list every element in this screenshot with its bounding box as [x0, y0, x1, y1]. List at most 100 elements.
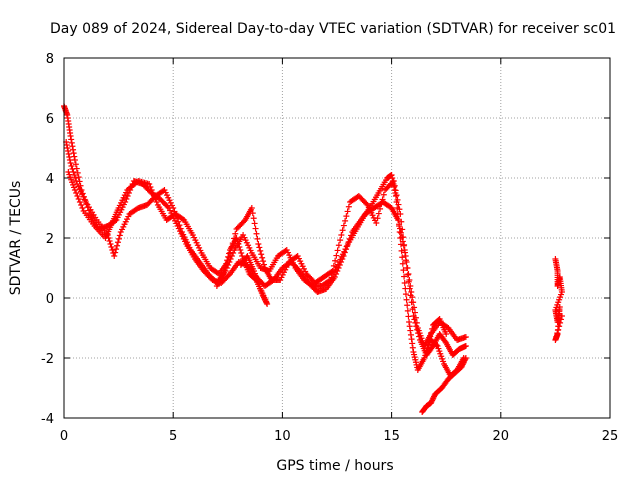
- data-point: [554, 330, 561, 337]
- data-point: [330, 262, 337, 269]
- data-point: [375, 210, 382, 217]
- data-point: [73, 178, 80, 184]
- data-point: [398, 218, 405, 225]
- data-point: [403, 296, 410, 303]
- data-point: [399, 226, 406, 233]
- data-point: [339, 227, 346, 234]
- data-points: [61, 103, 565, 415]
- data-point: [250, 215, 257, 222]
- data-point: [415, 330, 422, 337]
- data-point: [401, 241, 408, 248]
- data-point: [397, 229, 404, 236]
- data-point: [407, 327, 414, 334]
- data-point: [411, 316, 418, 323]
- data-point: [426, 337, 433, 344]
- axis-ticks: 0 5 10 15 20 25 -4 -2 0 2 4 6 8: [41, 52, 618, 444]
- data-point: [404, 307, 411, 314]
- data-point: [259, 254, 266, 261]
- data-point: [260, 258, 267, 265]
- data-point: [238, 250, 245, 256]
- data-point: [221, 267, 228, 274]
- data-point: [328, 268, 335, 275]
- x-tick-label: 20: [493, 429, 510, 444]
- data-point: [326, 277, 333, 284]
- data-point: [399, 254, 406, 261]
- data-point: [462, 356, 469, 363]
- data-point: [342, 217, 349, 224]
- data-point: [402, 257, 409, 264]
- data-point: [222, 264, 229, 271]
- data-point: [67, 133, 74, 139]
- y-tick-label: -2: [41, 352, 54, 367]
- data-point: [404, 302, 411, 309]
- data-point: [124, 193, 131, 199]
- data-point: [332, 257, 339, 264]
- data-point: [115, 235, 122, 242]
- data-point: [175, 218, 182, 225]
- data-point: [220, 271, 227, 277]
- data-point: [254, 235, 261, 242]
- data-point: [423, 349, 430, 355]
- data-point: [123, 196, 130, 202]
- y-tick-label: 8: [46, 52, 54, 67]
- data-point: [241, 218, 248, 225]
- data-point: [225, 272, 232, 279]
- data-point: [71, 187, 78, 193]
- data-point: [235, 241, 242, 247]
- data-point: [75, 174, 82, 181]
- data-point: [70, 150, 77, 157]
- data-point: [410, 313, 417, 319]
- data-point: [260, 261, 267, 268]
- data-point: [428, 329, 435, 336]
- data-point: [67, 160, 74, 166]
- data-point: [65, 151, 72, 157]
- data-point: [392, 187, 399, 194]
- data-point: [74, 169, 81, 176]
- data-point: [333, 252, 340, 259]
- data-point: [75, 196, 82, 202]
- data-point: [392, 193, 399, 199]
- data-point: [114, 242, 121, 249]
- data-point: [73, 190, 80, 196]
- data-point: [177, 225, 184, 232]
- data-point: [345, 203, 352, 210]
- data-point: [340, 222, 347, 229]
- data-point: [409, 340, 416, 347]
- data-point: [443, 331, 450, 337]
- data-point: [257, 247, 264, 254]
- data-point: [552, 337, 559, 343]
- data-point: [76, 199, 83, 205]
- data-point: [412, 309, 418, 316]
- series-track-f: [552, 256, 565, 343]
- data-point: [239, 253, 246, 259]
- data-point: [462, 334, 469, 340]
- data-point: [72, 161, 79, 168]
- data-point: [558, 313, 565, 319]
- data-point: [337, 237, 344, 244]
- series-track-d: [213, 235, 271, 307]
- data-point: [395, 217, 402, 223]
- data-point: [408, 299, 415, 306]
- y-tick-label: 6: [46, 112, 54, 127]
- data-point: [412, 319, 419, 326]
- data-point: [68, 136, 75, 143]
- data-point: [408, 336, 415, 343]
- y-tick-label: -4: [41, 412, 54, 427]
- x-axis-label: GPS time / hours: [276, 458, 393, 474]
- data-point: [256, 244, 263, 251]
- data-point: [553, 333, 560, 340]
- data-point: [391, 182, 398, 189]
- data-point: [153, 199, 160, 205]
- data-point: [462, 343, 469, 349]
- y-tick-label: 0: [46, 292, 54, 307]
- data-point: [555, 326, 562, 333]
- data-point: [329, 268, 336, 274]
- x-tick-label: 10: [274, 429, 291, 444]
- data-point: [69, 143, 76, 150]
- data-point: [65, 148, 72, 154]
- data-point: [248, 205, 255, 211]
- data-point: [408, 289, 415, 295]
- data-point: [338, 232, 345, 238]
- data-point: [237, 262, 244, 268]
- data-point: [442, 338, 449, 345]
